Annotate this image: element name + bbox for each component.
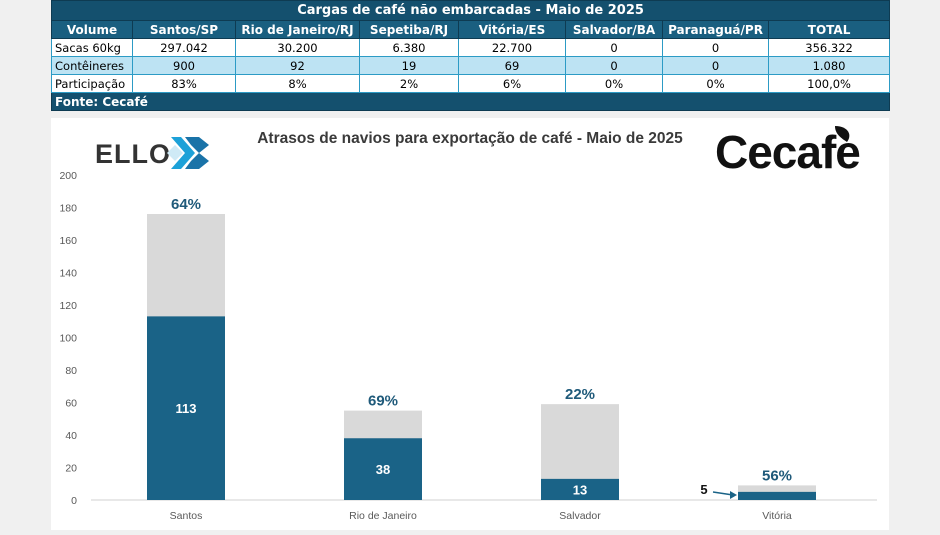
table-cell: Sacas 60kg: [51, 38, 133, 57]
table-cell: 6%: [458, 74, 566, 93]
table-cell: 356.322: [767, 38, 891, 57]
table-header-cell: Salvador/BA: [565, 20, 663, 39]
chart-panel: ELLO Atrasos de navios para exportação d…: [51, 118, 889, 530]
table-header-cell: Volume: [51, 20, 133, 39]
y-tick-label: 20: [65, 463, 77, 475]
y-tick-label: 120: [59, 300, 77, 312]
cargo-table: Cargas de café não embarcadas - Maio de …: [50, 0, 891, 111]
table-cell: 83%: [132, 74, 236, 93]
table-header-cell: Paranaguá/PR: [662, 20, 769, 39]
chart-title: Atrasos de navios para exportação de caf…: [257, 130, 683, 147]
table-cell: 30.200: [235, 38, 360, 57]
table-cell: 0%: [662, 74, 769, 93]
table-cell: 6.380: [359, 38, 459, 57]
table-cell: Contêineres: [51, 56, 133, 75]
x-tick-label: Vitória: [762, 510, 792, 522]
percent-label: 64%: [171, 196, 201, 213]
table-cell: 0: [565, 38, 663, 57]
table-header-cell: Sepetiba/RJ: [359, 20, 459, 39]
table-header-cell: Rio de Janeiro/RJ: [235, 20, 360, 39]
data-label: 113: [176, 401, 197, 416]
svg-text:Cecafe: Cecafe: [715, 126, 860, 178]
cecafe-logo: Cecafe: [715, 124, 885, 191]
svg-text:ELLO: ELLO: [95, 139, 171, 169]
table-row: Contêineres 900 92 19 69 0 0 1.080: [51, 56, 891, 75]
table-cell: 900: [132, 56, 236, 75]
table-cell: 22.700: [458, 38, 566, 57]
table-cell: 0: [565, 56, 663, 75]
table-header-cell: Santos/SP: [132, 20, 236, 39]
percent-label: 69%: [368, 393, 398, 410]
percent-label: 56%: [762, 467, 792, 484]
x-tick-label: Santos: [170, 510, 203, 522]
table-header-cell: Vitória/ES: [458, 20, 566, 39]
table-source: Fonte: Cecafé: [50, 92, 891, 111]
y-tick-label: 180: [59, 203, 77, 215]
data-label: 13: [573, 482, 587, 497]
table-cell: 0: [662, 56, 769, 75]
ello-logo: ELLO: [95, 131, 215, 180]
table-cell: 0%: [565, 74, 663, 93]
table-row: Participação 83% 8% 2% 6% 0% 0% 100,0%: [51, 74, 891, 93]
y-tick-label: 40: [65, 430, 77, 442]
cargo-table-container: Cargas de café não embarcadas - Maio de …: [50, 0, 891, 111]
table-cell: Participação: [51, 74, 133, 93]
bar-delayed: [738, 491, 816, 500]
data-label: 38: [376, 462, 390, 477]
y-tick-label: 0: [71, 495, 77, 507]
table-cell: 2%: [359, 74, 459, 93]
percent-label: 22%: [565, 386, 595, 403]
table-cell: 69: [458, 56, 566, 75]
data-label-arrowhead: [730, 491, 737, 499]
y-tick-label: 200: [59, 170, 77, 182]
y-tick-label: 100: [59, 333, 77, 345]
y-tick-label: 160: [59, 235, 77, 247]
table-cell: 100,0%: [767, 74, 891, 93]
x-tick-label: Salvador: [559, 510, 601, 522]
table-cell: 297.042: [132, 38, 236, 57]
bar-delayed: [541, 478, 619, 500]
x-tick-label: Rio de Janeiro: [349, 510, 417, 522]
data-label-arrow: [712, 491, 734, 496]
table-cell: 8%: [235, 74, 360, 93]
table-title: Cargas de café não embarcadas - Maio de …: [50, 0, 891, 21]
table-row: Sacas 60kg 297.042 30.200 6.380 22.700 0 0 356.…: [51, 38, 891, 57]
table-cell: 1.080: [767, 56, 891, 75]
data-label: 5: [700, 482, 707, 497]
bar-delayed: [147, 316, 225, 500]
y-tick-label: 60: [65, 398, 77, 410]
table-cell: 19: [359, 56, 459, 75]
table-cell: 92: [235, 56, 360, 75]
table-header-cell: TOTAL: [767, 20, 891, 39]
bar-chart: 0 20 40 60 80 100 120 140 160 180 200 64% Santos 69% R…: [59, 170, 877, 522]
y-tick-label: 140: [59, 268, 77, 280]
y-tick-label: 80: [65, 365, 77, 377]
table-cell: 0: [662, 38, 769, 57]
bar-delayed: [344, 438, 422, 500]
